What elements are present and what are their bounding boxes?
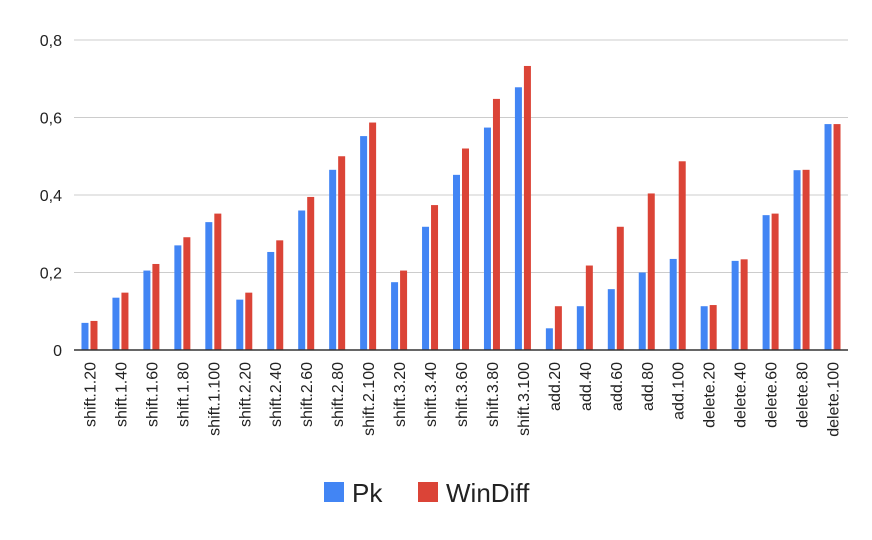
x-tick-label: delete.60 (764, 362, 781, 428)
x-tick-label: delete.100 (826, 362, 843, 437)
bar-pk-shift.2.60 (298, 210, 306, 350)
x-tick-label: add.100 (671, 362, 688, 420)
bar-pk-delete.60 (762, 215, 770, 350)
x-tick-label: shift.1.20 (82, 362, 99, 427)
bar-pk-shift.3.100 (514, 87, 522, 351)
bar-pk-add.40 (576, 306, 584, 350)
grid-lines (74, 39, 848, 273)
bar-windiff-shift.3.40 (431, 205, 439, 350)
bar-pk-delete.40 (731, 260, 739, 350)
x-tick-label: add.60 (609, 362, 626, 411)
legend-swatch-windiff (418, 482, 438, 502)
x-tick-label: add.80 (640, 362, 657, 411)
bar-pk-delete.20 (700, 306, 708, 350)
x-tick-label: delete.20 (702, 362, 719, 428)
bar-windiff-add.100 (678, 161, 686, 350)
y-tick-label: 0 (53, 343, 62, 360)
bar-pk-shift.2.80 (329, 169, 337, 350)
bar-pk-shift.1.60 (143, 270, 151, 350)
bar-pk-add.80 (638, 272, 646, 350)
bar-windiff-shift.3.20 (400, 270, 408, 350)
bar-pk-shift.1.40 (112, 297, 120, 350)
y-tick-label: 0,2 (40, 266, 62, 283)
bar-windiff-shift.1.60 (152, 263, 160, 350)
x-tick-label: shift.2.100 (361, 362, 378, 436)
bar-windiff-shift.2.60 (307, 196, 315, 350)
bar-windiff-shift.1.20 (90, 320, 98, 350)
bar-windiff-delete.40 (740, 259, 748, 350)
bar-windiff-delete.60 (771, 213, 779, 350)
bar-pk-shift.1.100 (205, 222, 213, 350)
bar-pk-shift.2.40 (267, 251, 275, 350)
x-tick-label: shift.2.20 (237, 362, 254, 427)
x-tick-label: shift.3.40 (423, 362, 440, 427)
y-tick-label: 0,8 (40, 33, 62, 50)
y-axis-tick-labels: 0 0,2 0,4 0,6 0,8 (40, 33, 62, 360)
bar-pk-delete.80 (793, 170, 801, 350)
x-tick-label: shift.1.60 (144, 362, 161, 427)
x-tick-label: shift.1.40 (113, 362, 130, 427)
bar-pk-shift.2.100 (360, 136, 368, 350)
x-tick-label: shift.3.100 (516, 362, 533, 436)
bar-pk-shift.3.80 (483, 127, 491, 350)
bar-pk-add.60 (607, 289, 615, 350)
bar-pk-shift.1.20 (81, 322, 89, 350)
x-tick-label: shift.1.100 (206, 362, 223, 436)
bar-pk-add.20 (545, 328, 553, 350)
bar-pk-shift.3.40 (422, 226, 430, 350)
x-tick-label: shift.2.80 (330, 362, 347, 427)
bar-windiff-delete.80 (802, 169, 810, 350)
x-axis-tick-labels: shift.1.20 shift.1.40 shift.1.60 shift.1.80… (82, 362, 842, 437)
bar-windiff-shift.2.40 (276, 240, 284, 350)
x-tick-label: shift.2.40 (268, 362, 285, 427)
bar-windiff-shift.2.80 (338, 156, 346, 350)
bar-pk-delete.100 (824, 124, 832, 351)
bars (81, 65, 841, 351)
x-tick-label: shift.3.20 (392, 362, 409, 427)
legend-label-windiff: WinDiff (446, 478, 530, 508)
bar-windiff-shift.1.80 (183, 237, 191, 350)
bar-windiff-add.80 (647, 193, 655, 350)
x-tick-label: delete.40 (733, 362, 750, 428)
bar-windiff-add.60 (616, 226, 624, 350)
legend: Pk WinDiff (324, 478, 530, 508)
bar-windiff-delete.20 (709, 305, 717, 350)
x-tick-label: add.40 (578, 362, 595, 411)
x-tick-label: shift.3.80 (485, 362, 502, 427)
x-tick-label: add.20 (547, 362, 564, 411)
bar-windiff-delete.100 (833, 124, 841, 351)
bar-pk-shift.3.60 (453, 174, 460, 350)
bar-windiff-shift.1.100 (214, 213, 222, 350)
y-tick-label: 0,6 (40, 111, 62, 128)
x-tick-label: shift.3.60 (454, 362, 471, 427)
bar-windiff-add.20 (554, 306, 562, 350)
bar-windiff-shift.3.100 (523, 65, 531, 351)
bar-windiff-add.40 (585, 265, 593, 350)
bar-pk-shift.2.20 (236, 299, 244, 350)
bar-windiff-shift.1.40 (121, 292, 129, 350)
legend-swatch-pk (324, 482, 344, 502)
bar-windiff-shift.2.20 (245, 292, 253, 350)
bar-windiff-shift.3.60 (462, 148, 469, 350)
legend-label-pk: Pk (352, 478, 383, 508)
bar-windiff-shift.3.80 (492, 98, 500, 351)
x-tick-label: delete.80 (795, 362, 812, 428)
bar-pk-add.100 (669, 258, 677, 350)
y-tick-label: 0,4 (40, 188, 62, 205)
x-tick-label: shift.1.80 (175, 362, 192, 427)
bar-pk-shift.1.80 (174, 245, 182, 350)
x-tick-label: shift.2.60 (299, 362, 316, 427)
bar-pk-shift.3.20 (391, 282, 399, 350)
bar-windiff-shift.2.100 (369, 122, 377, 350)
